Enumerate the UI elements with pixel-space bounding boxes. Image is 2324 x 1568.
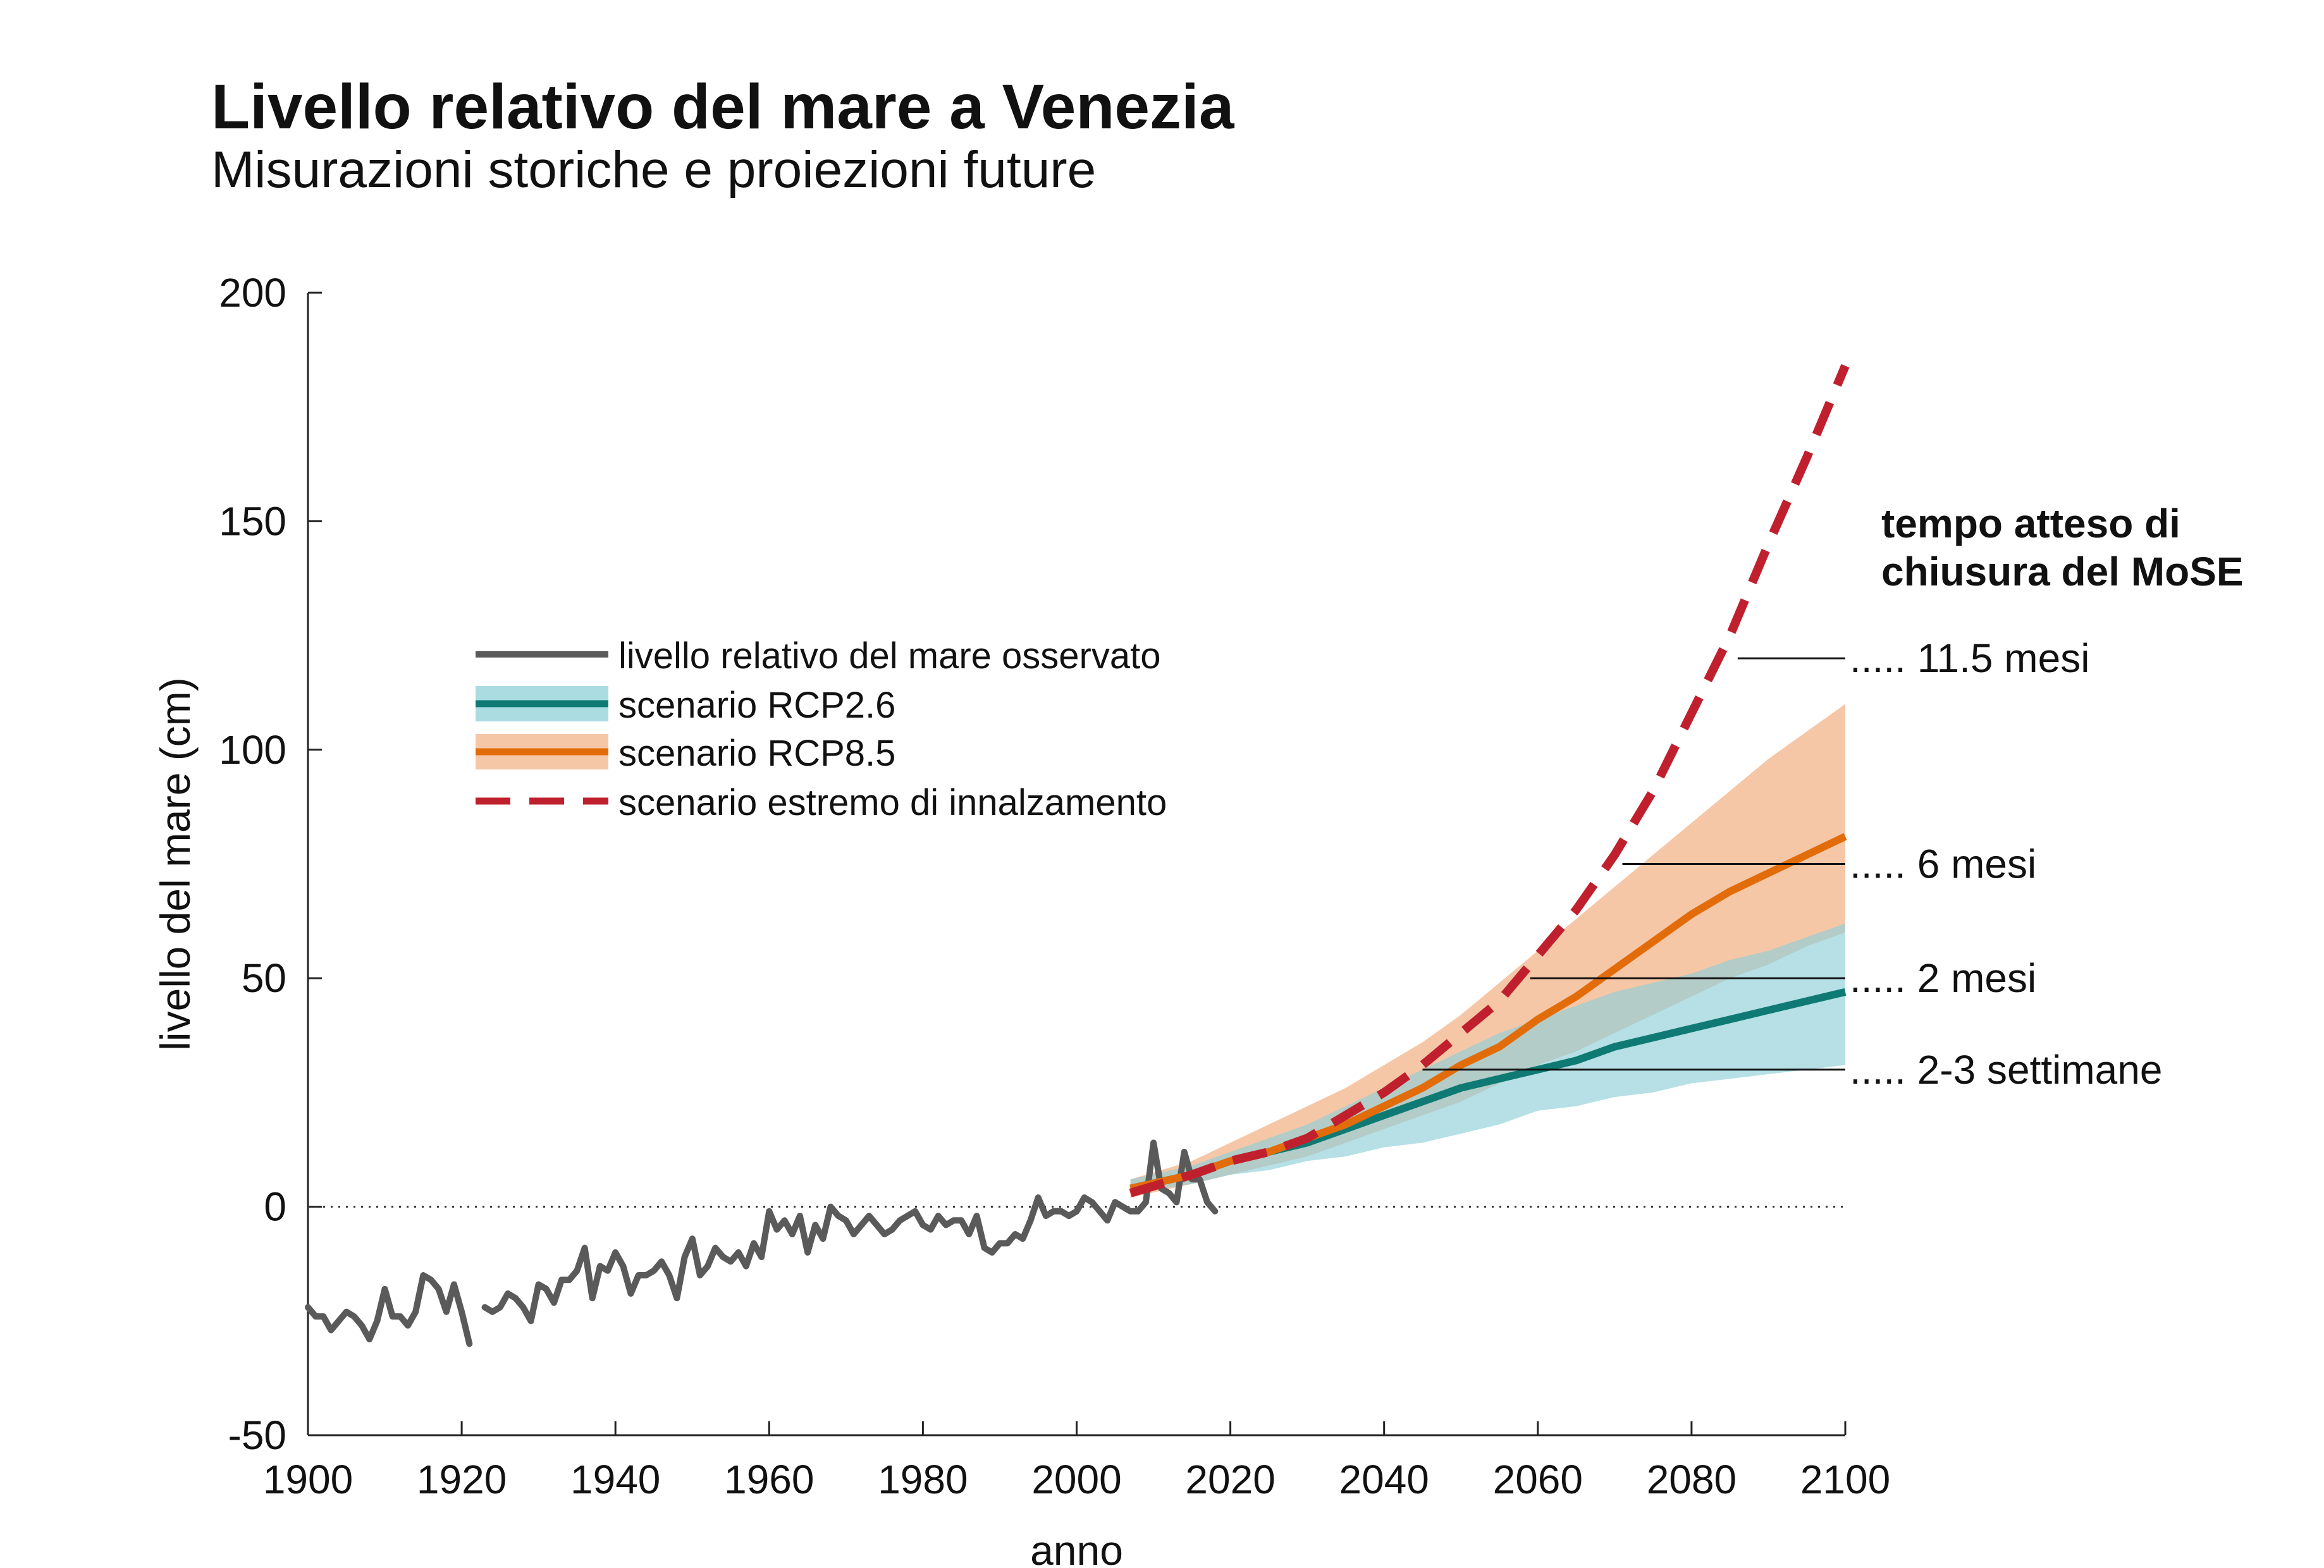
chart-subtitle: Misurazioni storiche e proiezioni future (211, 141, 1097, 199)
closure-heading-line: tempo atteso di (1881, 501, 2180, 546)
closure-heading-line: chiusura del MoSE (1881, 549, 2244, 594)
legend-label-rcp85: scenario RCP8.5 (618, 733, 895, 774)
rcp26-band (1130, 923, 1845, 1193)
closure-level-label: ..... 2 mesi (1850, 955, 2036, 1001)
y-tick-label: 0 (264, 1184, 286, 1230)
observed-series-line (305, 1272, 473, 1347)
closure-level-label: ..... 2-3 settimane (1850, 1047, 2162, 1093)
y-tick-label: 150 (219, 498, 286, 544)
legend-label-extreme: scenario estremo di innalzamento (618, 782, 1167, 823)
rcp85-series-line (1129, 833, 1847, 1192)
chart-title: Livello relativo del mare a Venezia (211, 71, 1234, 142)
x-tick-label: 2080 (1647, 1457, 1737, 1502)
x-tick-label: 1940 (570, 1457, 660, 1502)
y-axis-label: livello del mare (cm) (152, 677, 199, 1050)
x-axis-label: anno (1030, 1527, 1123, 1568)
closure-level-label: ..... 11.5 mesi (1850, 635, 2089, 681)
y-tick-label: 200 (219, 270, 286, 315)
y-tick-label: 100 (219, 727, 286, 773)
x-tick-label: 2020 (1185, 1457, 1275, 1502)
rcp85-band (1130, 704, 1845, 1198)
x-tick-label: 2040 (1339, 1457, 1429, 1502)
closure-heading: tempo atteso di chiusura del MoSE (1881, 501, 2244, 594)
legend-label-rcp26: scenario RCP2.6 (618, 685, 895, 726)
x-tick-label: 2060 (1493, 1457, 1583, 1502)
closure-level-label: ..... 6 mesi (1850, 842, 2036, 887)
x-tick-label: 1920 (417, 1457, 507, 1502)
y-tick-label: 50 (242, 955, 286, 1001)
x-tick-label: 1980 (878, 1457, 968, 1502)
x-tick-label: 2000 (1031, 1457, 1121, 1502)
x-tick-label: 1960 (724, 1457, 814, 1502)
y-tick-label: -50 (228, 1412, 287, 1458)
x-tick-label: 1900 (263, 1457, 353, 1502)
x-tick-label: 2100 (1800, 1457, 1890, 1502)
legend-label-observed: livello relativo del mare osservato (618, 635, 1160, 677)
observed-series-line (481, 1139, 1219, 1325)
